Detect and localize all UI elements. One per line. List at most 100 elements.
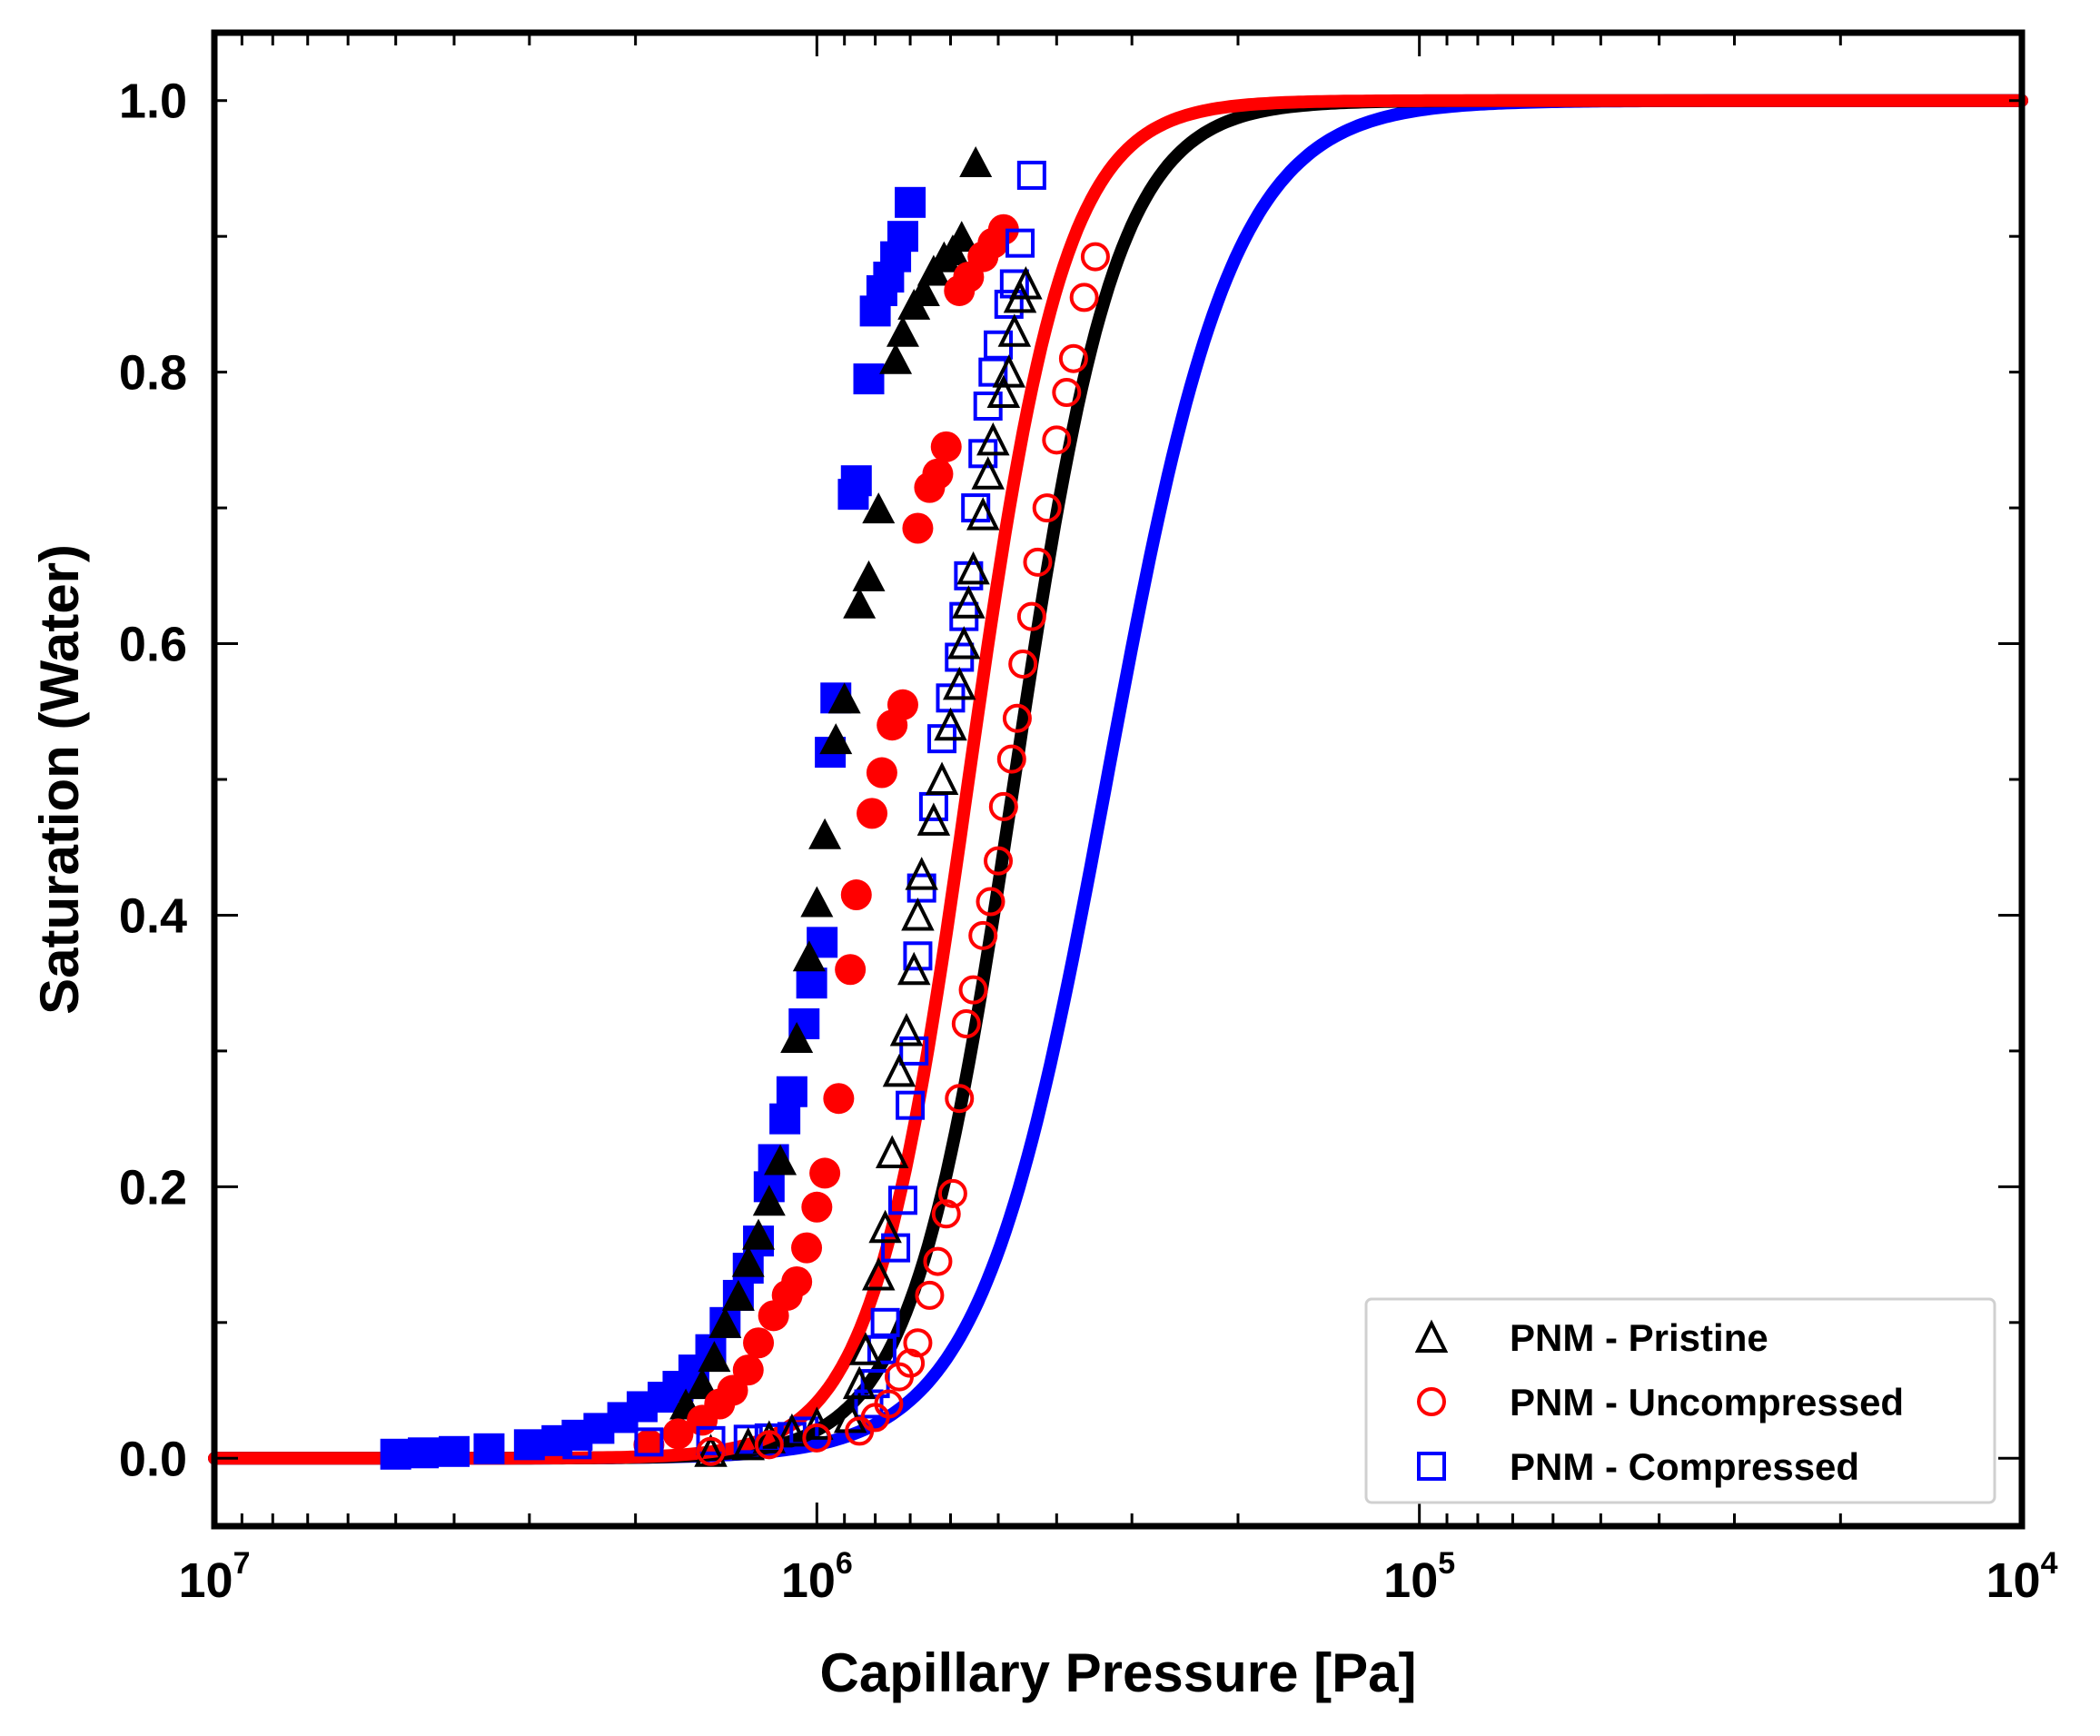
data-point <box>862 492 896 524</box>
series-6 <box>696 242 1110 1466</box>
data-point <box>952 585 986 619</box>
data-point <box>776 1076 807 1107</box>
data-point <box>800 1406 834 1440</box>
data-point <box>843 587 877 619</box>
y-tick-label: 0.8 <box>119 346 187 401</box>
data-point <box>945 221 978 253</box>
data-point <box>931 1199 961 1229</box>
data-point <box>966 497 1000 531</box>
data-point <box>1042 425 1072 455</box>
legend-label: PNM - Compressed <box>1510 1445 1859 1488</box>
data-point <box>769 1103 801 1135</box>
data-point <box>796 967 827 999</box>
data-point <box>802 1423 832 1453</box>
data-point <box>513 1429 545 1461</box>
legend: PNM - Pristine PNM - Uncompressed PNM - Co… <box>1364 1297 1996 1504</box>
data-point <box>827 682 861 714</box>
data-point <box>840 465 872 497</box>
data-point <box>764 1144 797 1176</box>
series-3 <box>633 213 1019 1461</box>
data-point <box>686 1368 719 1400</box>
data-point <box>959 145 993 177</box>
data-point <box>976 887 1005 917</box>
data-point <box>988 791 1018 821</box>
data-point <box>1009 266 1043 300</box>
data-point <box>896 1348 926 1378</box>
data-point <box>634 1427 664 1457</box>
data-point <box>866 757 897 789</box>
data-point <box>857 798 888 829</box>
data-point <box>862 1257 896 1291</box>
data-point <box>870 1307 900 1337</box>
data-point <box>868 1209 902 1244</box>
x-tick-label: 107 <box>179 1546 251 1608</box>
data-point <box>792 940 826 972</box>
y-tick-label: 1.0 <box>119 74 187 129</box>
data-point <box>986 374 1021 409</box>
data-point <box>968 920 998 950</box>
y-axis-title: Saturation (Water) <box>29 544 90 1015</box>
data-point <box>886 315 919 347</box>
data-point <box>698 1341 731 1373</box>
data-point <box>901 897 935 931</box>
data-point <box>791 1232 823 1264</box>
legend-marker <box>1414 1319 1449 1353</box>
data-point <box>853 363 885 395</box>
data-point <box>882 1053 916 1087</box>
data-point <box>934 707 967 741</box>
data-point <box>895 186 926 218</box>
data-point <box>696 1425 726 1455</box>
data-point <box>754 1430 784 1460</box>
series-5 <box>694 266 1043 1467</box>
x-tick-label: 105 <box>1383 1546 1455 1608</box>
data-point <box>951 1009 981 1039</box>
data-point <box>887 221 918 253</box>
data-point <box>874 1389 904 1419</box>
x-tick-label: 104 <box>1986 1546 2058 1608</box>
data-point <box>943 666 976 700</box>
data-point <box>852 560 886 591</box>
data-point <box>842 1365 877 1400</box>
data-point <box>819 723 853 755</box>
legend-box <box>1364 1297 1996 1504</box>
data-point <box>800 886 834 918</box>
data-point <box>956 551 990 585</box>
data-point <box>987 213 1019 245</box>
y-tick-label: 0.6 <box>119 618 187 672</box>
data-point <box>887 689 918 720</box>
data-point <box>380 1438 411 1470</box>
data-point <box>743 1327 775 1359</box>
data-point <box>708 1306 742 1338</box>
data-point <box>889 1013 924 1047</box>
data-point <box>997 313 1032 347</box>
data-point <box>752 1185 786 1216</box>
legend-label: PNM - Pristine <box>1510 1316 1768 1359</box>
data-point <box>1069 283 1099 312</box>
data-point <box>887 1185 917 1215</box>
data-point <box>840 879 872 911</box>
data-point <box>947 626 981 660</box>
legend-item: PNM - Compressed <box>1417 1445 1859 1488</box>
data-point <box>1032 493 1062 523</box>
y-tick-labels: 0.0 0.2 0.4 0.6 0.8 1.0 <box>119 74 187 1487</box>
data-point <box>923 1246 953 1276</box>
data-point <box>905 857 938 890</box>
data-points <box>380 145 1110 1470</box>
data-point <box>996 744 1026 774</box>
legend-item: PNM - Uncompressed <box>1417 1381 1904 1424</box>
data-point <box>896 1090 926 1120</box>
data-point <box>1016 601 1046 631</box>
data-point <box>902 512 934 544</box>
data-point <box>992 354 1026 388</box>
data-point <box>875 1135 909 1168</box>
data-point <box>945 1084 975 1114</box>
data-point <box>879 342 913 374</box>
data-point <box>1052 378 1082 408</box>
data-point <box>976 422 1010 456</box>
data-point <box>1005 228 1035 258</box>
data-point <box>1016 160 1046 190</box>
data-point <box>971 456 1005 490</box>
data-point <box>752 1420 787 1453</box>
data-point <box>696 1436 726 1466</box>
legend-marker <box>1417 1452 1446 1481</box>
